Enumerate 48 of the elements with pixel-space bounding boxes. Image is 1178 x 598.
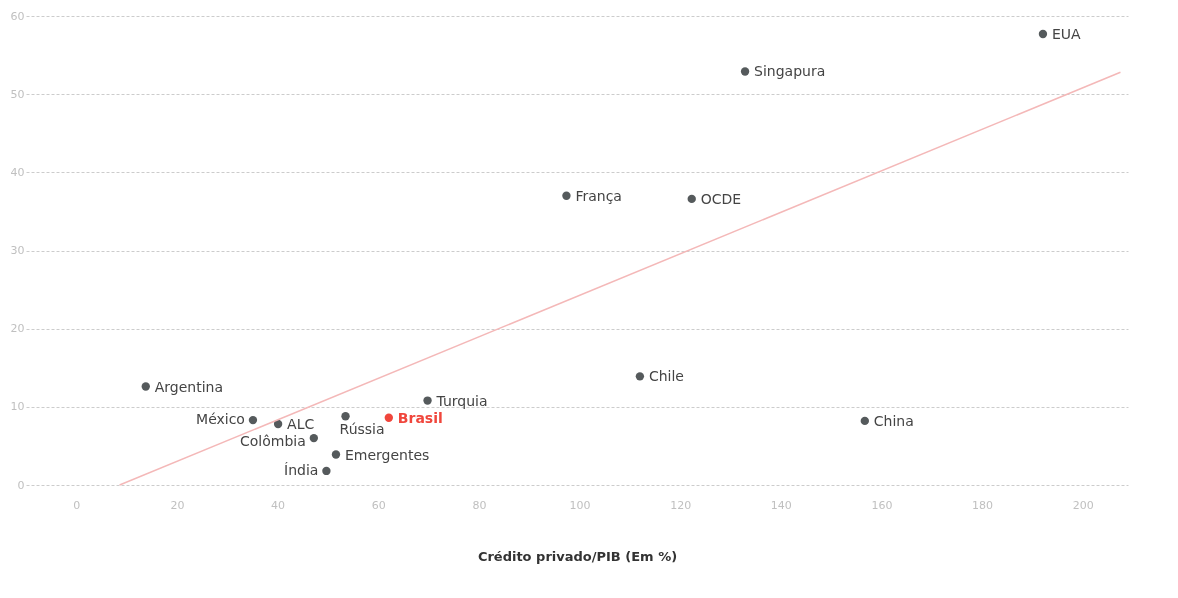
y-tick-label: 30 — [10, 244, 25, 257]
x-tick-label: 120 — [670, 498, 692, 512]
x-tick-label: 20 — [170, 498, 185, 512]
series-label: Emergentes — [344, 446, 430, 463]
y-tick-label: 0 — [17, 478, 25, 492]
point — [687, 194, 696, 204]
point — [341, 412, 350, 421]
x-tick-label: 40 — [271, 498, 286, 512]
series-label: México — [196, 411, 245, 428]
series-label: Chile — [648, 368, 684, 385]
series-label: Índia — [284, 461, 319, 478]
x-tick-label: 180 — [972, 498, 994, 512]
x-tick-label: 100 — [569, 498, 591, 512]
series-label: Colômbia — [240, 433, 306, 450]
series-label: ALC — [287, 416, 315, 433]
y-tick-label: 60 — [10, 9, 25, 23]
x-tick-label: 200 — [1072, 498, 1094, 512]
series-label: Turquia — [435, 392, 488, 409]
x-tick-label: 60 — [371, 498, 386, 512]
series-label: Argentina — [154, 378, 224, 395]
point — [248, 415, 258, 425]
x-tick-label: 80 — [472, 498, 487, 512]
point — [322, 466, 331, 476]
point — [740, 67, 750, 76]
y-tick-label: 50 — [10, 87, 25, 101]
series-label: China — [873, 412, 914, 429]
x-tick-label: 140 — [770, 498, 792, 512]
y-tick-label: 40 — [10, 165, 25, 179]
point — [309, 433, 319, 443]
series-label: OCDE — [700, 190, 742, 207]
x-tick-label: 0 — [73, 498, 81, 512]
point — [423, 396, 432, 405]
point — [331, 450, 341, 459]
y-tick-label: 20 — [10, 322, 25, 336]
x-tick-label: 160 — [871, 498, 893, 512]
point — [141, 382, 150, 391]
series-label: França — [575, 187, 622, 204]
series-label: Brasil — [397, 409, 443, 426]
series-label: Rússia — [339, 421, 385, 438]
y-tick-label: 10 — [10, 400, 25, 414]
point — [562, 191, 571, 200]
point — [384, 413, 393, 422]
x-axis-title: Crédito privado/PIB (Em %) — [477, 548, 678, 564]
point — [860, 416, 870, 426]
series-label: Singapura — [754, 63, 826, 80]
series-label: EUA — [1051, 25, 1082, 42]
point — [1038, 29, 1048, 39]
point — [635, 372, 645, 381]
